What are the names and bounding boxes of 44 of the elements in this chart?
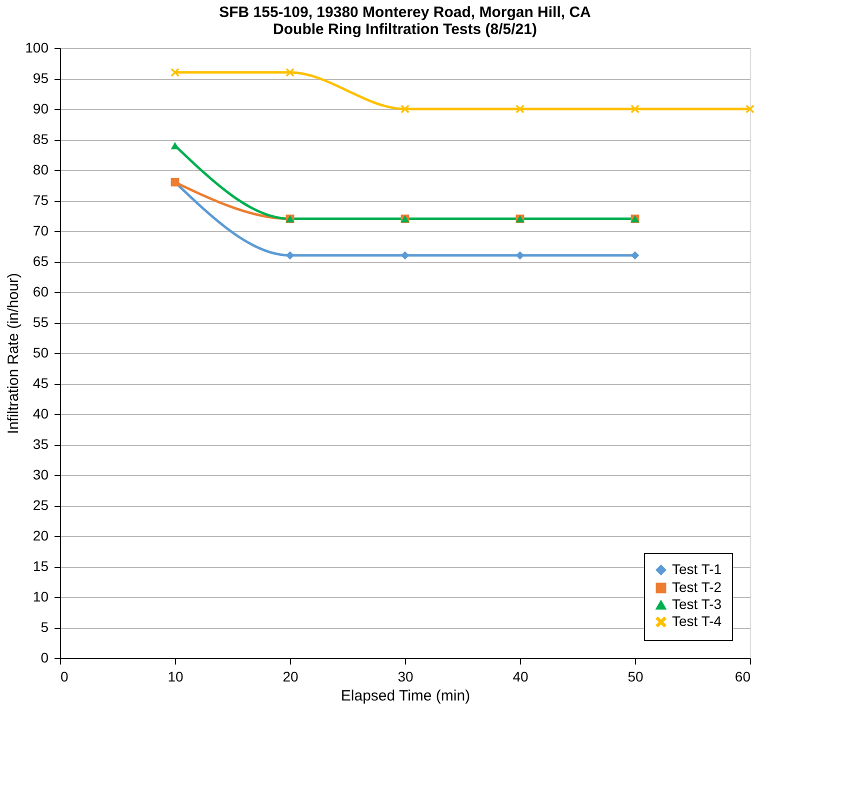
point [630, 251, 640, 260]
y-tick-label: 55 [32, 314, 49, 330]
y-tick-label: 45 [32, 375, 49, 391]
point [516, 251, 524, 260]
point [400, 104, 410, 114]
y-tick-label: 90 [32, 100, 49, 116]
y-tick-label: 80 [32, 162, 49, 178]
y-tick-label: 50 [32, 344, 49, 360]
point [516, 104, 524, 114]
legend-label: Test T-3 [672, 596, 722, 612]
legend-label: Test T-4 [672, 613, 722, 629]
y-tick-label: 35 [32, 436, 49, 452]
y-axis-title: Infiltration Rate (in/hour) [5, 273, 22, 434]
y-tick-label: 40 [32, 406, 49, 422]
point [746, 104, 754, 114]
x-axis-title: Elapsed Time (min) [340, 688, 470, 704]
y-tick-label: 85 [32, 131, 49, 147]
x-tick-label: 20 [282, 668, 298, 684]
y-tick-label: 70 [32, 222, 49, 238]
legend-label: Test T-1 [672, 561, 722, 577]
point [630, 104, 640, 114]
y-tick-label: 15 [32, 558, 49, 574]
y-tick-label: 25 [32, 497, 49, 513]
y-tick-label: 60 [32, 284, 49, 300]
x-tick-label: 10 [168, 668, 184, 684]
x-tick-label: 0 [60, 668, 68, 684]
legend-label: Test T-2 [672, 579, 722, 595]
point [286, 68, 294, 77]
y-tick-label: 95 [32, 70, 49, 86]
y-tick-label: 10 [32, 588, 49, 604]
y-tick-label: 100 [25, 40, 49, 56]
x-tick-label: 40 [512, 668, 528, 684]
point [400, 251, 410, 260]
x-tick-label: 30 [398, 668, 414, 684]
x-tick-label: 50 [628, 668, 644, 684]
y-tick-label: 30 [32, 466, 49, 482]
y-tick-label: 5 [40, 619, 49, 635]
x-tick-label: 60 [734, 668, 751, 684]
y-tick-label: 75 [32, 192, 49, 208]
chart-title: SFB 155-109, 19380 Monterey Road, Morgan Hill, CA Double Ring Infiltration Tests (8/5/21) [219, 4, 592, 38]
y-tick-label: 65 [32, 253, 49, 269]
point [170, 68, 180, 77]
y-tick-label: 0 [40, 650, 49, 666]
y-tick-label: 20 [32, 528, 49, 544]
